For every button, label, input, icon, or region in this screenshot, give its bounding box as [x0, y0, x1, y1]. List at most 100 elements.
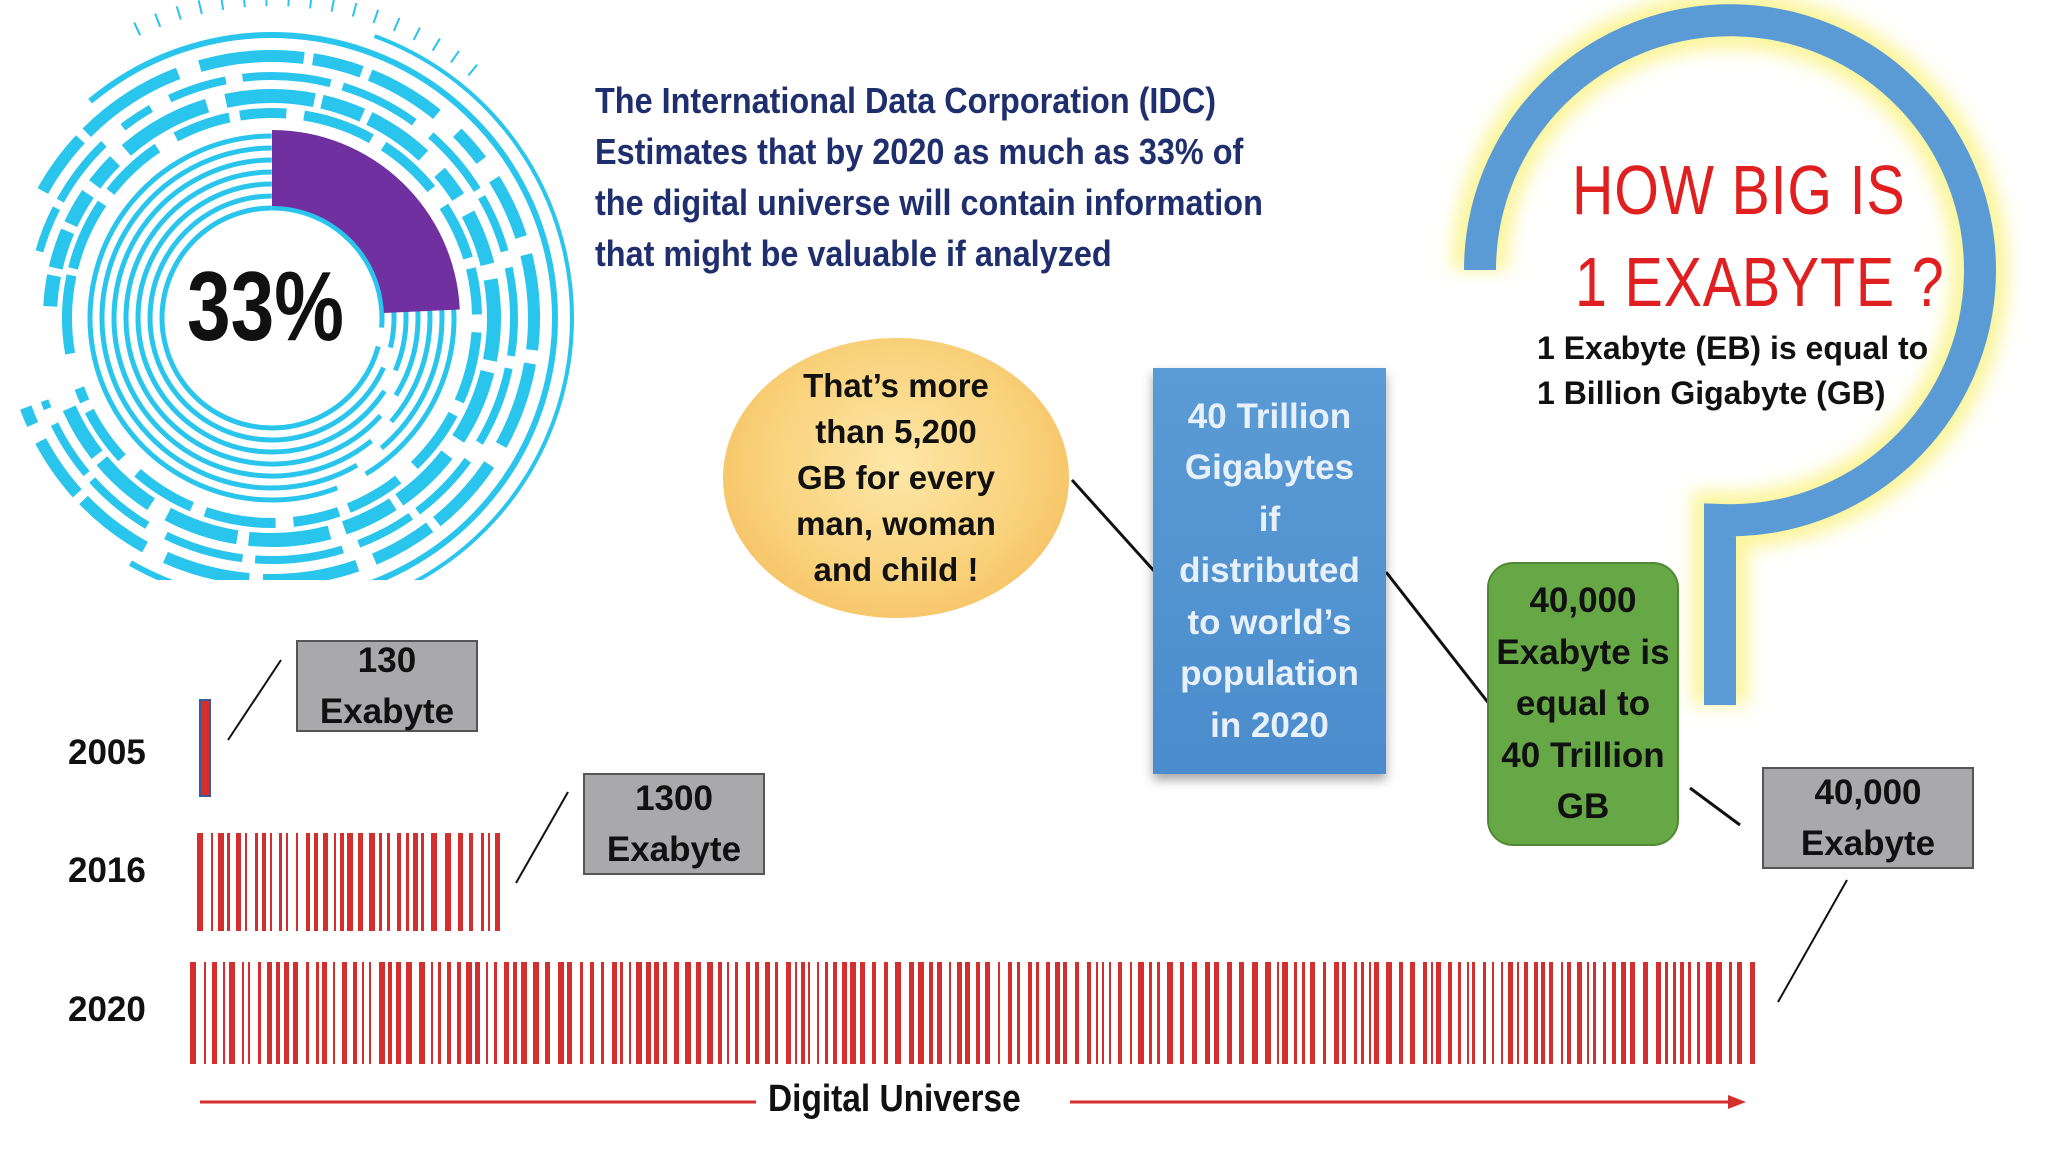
connector-2005	[227, 659, 282, 741]
bar-2016	[227, 833, 230, 931]
gauge-dash	[489, 175, 527, 239]
bar-2020	[438, 962, 441, 1064]
bar-2016	[340, 833, 344, 931]
exabyte-equivalence-box: 40,000 Exabyte is equal to 40 Trillion G…	[1487, 562, 1679, 846]
gauge-dash	[454, 331, 482, 404]
headline: The International Data Corporation (IDC)…	[595, 75, 1279, 279]
gauge-dash	[48, 228, 75, 270]
question-title-line1: HOW BIG IS	[1572, 151, 1906, 229]
gauge-dash	[84, 408, 126, 462]
gauge-ring	[111, 157, 374, 479]
gauge-dash	[56, 141, 107, 203]
bar-2020	[1036, 962, 1039, 1064]
gauge-dash	[395, 450, 453, 506]
bar-2020	[1214, 962, 1219, 1064]
gauge-dash	[89, 477, 150, 529]
bar-2020	[1621, 962, 1626, 1064]
bar-2020	[1697, 962, 1700, 1064]
bar-2016	[314, 833, 318, 931]
gauge-dash	[239, 108, 287, 121]
bar-2020	[1323, 962, 1326, 1064]
gauge-tick	[351, 2, 358, 17]
gauge-dash	[68, 200, 107, 270]
bar-2020	[654, 962, 659, 1064]
bar-2020	[212, 962, 217, 1064]
bar-2016	[481, 833, 484, 931]
gauge-dash	[434, 167, 465, 201]
question-title-line2: 1 EXABYTE ?	[1575, 243, 1945, 321]
bar-2020	[1354, 962, 1357, 1064]
gauge-dash	[415, 457, 472, 515]
gauge-dash	[311, 53, 364, 78]
bar-2020	[1342, 962, 1346, 1064]
blue-box-line: if	[1258, 499, 1281, 539]
bar-2020	[1192, 962, 1197, 1064]
year-2005: 2005	[68, 733, 146, 772]
bar-2020	[521, 962, 527, 1064]
bar-2020	[685, 962, 691, 1064]
bar-2020	[629, 962, 631, 1064]
headline-line: that might be valuable if analyzed	[595, 233, 1112, 274]
bar-2020	[1729, 962, 1732, 1064]
gauge-dash	[162, 551, 250, 580]
bar-2020	[379, 962, 385, 1064]
bar-2020	[580, 962, 583, 1064]
bar-2020	[1688, 962, 1691, 1064]
green-box-line: 40,000	[1529, 581, 1637, 621]
bar-2020	[976, 962, 980, 1064]
gauge-ring	[99, 145, 359, 491]
bar-2020	[1508, 962, 1513, 1064]
bar-2020	[1239, 962, 1244, 1064]
gauge-dash	[82, 67, 181, 138]
bar-2020	[1577, 962, 1582, 1064]
bar-2020	[1541, 962, 1545, 1064]
gauge-dash	[452, 369, 495, 443]
gauge-dash	[62, 274, 77, 355]
gauge-tick	[175, 5, 182, 20]
gauge-dash	[50, 422, 90, 477]
bar-2020	[1561, 962, 1563, 1064]
bar-2020	[457, 962, 461, 1064]
hook-graphic	[1452, 0, 2008, 705]
gauge-dash	[74, 386, 90, 404]
gauge-dash	[173, 112, 231, 142]
gauge-dash	[64, 189, 94, 228]
bar-2020	[306, 962, 309, 1064]
bar-2020	[1431, 962, 1433, 1064]
green-box-line: Exabyte is	[1496, 632, 1670, 672]
bar-2020	[1265, 962, 1271, 1064]
bar-2020	[1227, 962, 1232, 1064]
bar-2020	[663, 962, 667, 1064]
gauge-tick	[412, 27, 421, 41]
gauge-tick	[392, 17, 401, 32]
gauge-dash	[20, 405, 39, 428]
label-2005: 130 Exabyte	[296, 640, 478, 732]
bar-2020	[369, 962, 371, 1064]
bar-2020	[513, 962, 517, 1064]
gauge-dash	[198, 50, 305, 72]
bar-2005	[199, 699, 211, 797]
bar-2020	[1534, 962, 1538, 1064]
gauge-dash	[439, 203, 473, 260]
label-2016-line: 1300	[635, 779, 713, 818]
bar-2020	[1109, 962, 1111, 1064]
bar-2020	[1102, 962, 1104, 1064]
bar-2020	[842, 962, 847, 1064]
bar-2020	[1643, 962, 1648, 1064]
bar-2020	[636, 962, 642, 1064]
bar-2020	[775, 962, 778, 1064]
blue-box-line: in 2020	[1210, 705, 1329, 745]
bar-2020	[646, 962, 651, 1064]
bar-2020	[1075, 962, 1079, 1064]
bar-2016	[286, 833, 288, 931]
bar-2016	[469, 833, 473, 931]
bar-2020	[322, 962, 327, 1064]
bar-2020	[486, 962, 488, 1064]
axis-arrowhead	[1728, 1095, 1746, 1109]
bar-2016	[495, 833, 500, 931]
bar-2016	[306, 833, 310, 931]
bar-2020	[1282, 962, 1288, 1064]
bar-2020	[727, 962, 729, 1064]
gauge-ring	[272, 205, 385, 328]
gauge-dash	[303, 110, 374, 144]
